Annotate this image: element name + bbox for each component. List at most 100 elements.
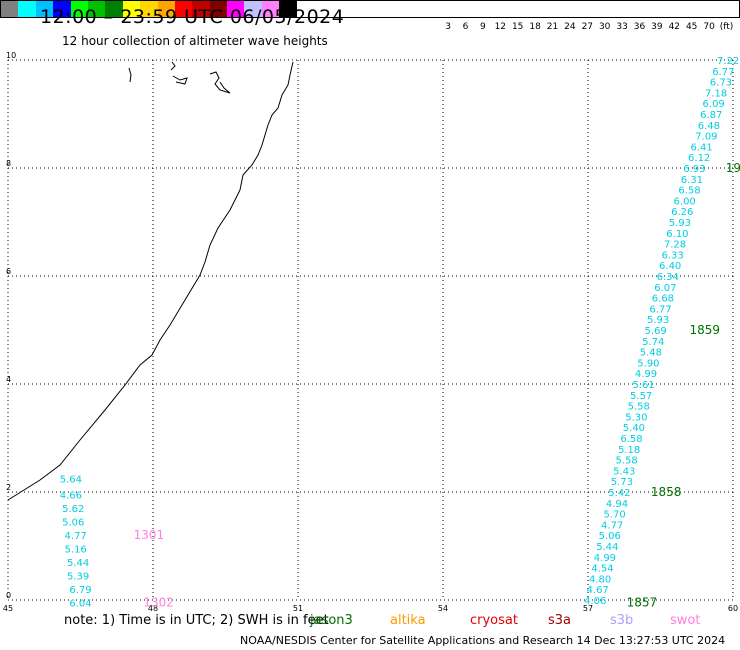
wave-height-value: 6.58 <box>678 186 700 197</box>
wave-height-value: 6.58 <box>620 434 642 445</box>
wave-height-value: 4.67 <box>587 585 609 596</box>
scale-swatch <box>261 1 280 17</box>
scale-label: 42 <box>668 22 681 32</box>
wave-height-value: 4.99 <box>594 553 616 564</box>
scale-label: 24 <box>564 22 576 32</box>
wave-height-value: 5.06 <box>62 518 84 529</box>
scale-swatch <box>122 1 141 17</box>
satellite-legend-item: s3a <box>548 613 572 628</box>
scale-swatch <box>209 1 228 17</box>
wave-height-value: 4.54 <box>591 564 613 575</box>
scale-swatch <box>227 1 245 17</box>
pass-time-label: 190 <box>726 161 740 175</box>
wave-height-value: 6.73 <box>710 78 732 89</box>
map-subtitle: 12 hour collection of altimeter wave hei… <box>62 34 328 48</box>
wave-height-value: 5.16 <box>65 545 87 556</box>
wave-height-value: 6.68 <box>652 294 674 305</box>
x-tick-label: 54 <box>438 604 448 613</box>
x-tick-label: 51 <box>293 604 303 613</box>
satellite-legend-item: s3b <box>610 613 634 628</box>
wave-height-value: 5.58 <box>628 402 650 413</box>
scale-label: 21 <box>546 22 559 32</box>
pass-time-label: 1301 <box>134 528 165 542</box>
wave-height-value: 5.57 <box>630 391 652 402</box>
scale-label: 36 <box>633 22 646 32</box>
pass-time-label: 1859 <box>690 323 721 337</box>
pass-time-label: 1302 <box>143 596 174 610</box>
satellite-legend-item: cryosat <box>470 613 518 628</box>
wave-height-value: 5.73 <box>611 477 633 488</box>
wave-height-value: 7.09 <box>695 132 717 143</box>
wave-height-value: 4.80 <box>589 574 611 585</box>
wave-height-value: 5.69 <box>645 326 667 337</box>
wave-height-value: 6.33 <box>661 250 683 261</box>
wave-height-value: 7.22 <box>717 56 739 67</box>
scale-label: 9 <box>480 22 486 32</box>
scale-swatch <box>70 1 88 17</box>
wave-height-value: 5.39 <box>67 572 89 583</box>
wave-height-value: 5.93 <box>669 218 691 229</box>
scale-label: 15 <box>511 22 524 32</box>
wave-height-value: 5.61 <box>632 380 654 391</box>
coastline <box>7 61 294 501</box>
wave-height-value: 6.07 <box>654 283 676 294</box>
wave-height-value: 5.93 <box>647 315 669 326</box>
satellite-legend-item: altika <box>390 613 426 628</box>
wave-height-value: 5.58 <box>616 456 638 467</box>
wave-height-value: 6.93 <box>683 164 705 175</box>
map-gridlines <box>7 59 734 601</box>
y-tick-label: 2 <box>6 483 11 492</box>
x-tick-label: 57 <box>583 604 593 613</box>
wave-height-value: 6.12 <box>688 153 710 164</box>
wave-height-value: 5.74 <box>642 337 664 348</box>
wave-height-value: 6.09 <box>703 99 725 110</box>
scale-swatch <box>53 1 71 17</box>
wave-height-value: 5.44 <box>67 558 89 569</box>
wave-height-value: 5.48 <box>640 348 662 359</box>
scale-swatch <box>244 1 262 17</box>
wave-height-value: 5.43 <box>613 466 635 477</box>
pass-time-labels: 190 1859 1858 1857 1301 1302 <box>134 161 740 610</box>
scale-swatch <box>174 1 193 17</box>
wave-height-value: 6.31 <box>681 175 703 186</box>
pass-time-label: 1858 <box>651 485 682 499</box>
scale-swatch <box>192 1 210 17</box>
wave-height-value: 4.66 <box>60 491 82 502</box>
wave-height-value: 6.41 <box>690 142 712 153</box>
satellite-legend-item: swot <box>670 613 701 628</box>
pass-time-label: 1857 <box>627 596 658 610</box>
wave-height-value: 6.04 <box>69 599 91 610</box>
altimeter-observations: 7.226.776.737.186.096.876.487.096.416.12… <box>60 56 740 610</box>
wave-height-value: 6.77 <box>649 304 671 315</box>
wave-height-value: 5.30 <box>625 412 647 423</box>
scale-label: 27 <box>581 22 594 32</box>
scale-swatch <box>87 1 106 17</box>
scale-swatch <box>157 1 175 17</box>
x-tick-label: 60 <box>728 604 738 613</box>
map-title: 12:00 – 23:59 UTC 06/05/2024 <box>40 6 345 28</box>
y-tick-label: 4 <box>6 375 11 384</box>
wave-height-value: 5.64 <box>60 475 82 486</box>
wave-height-value: 5.62 <box>62 504 84 515</box>
y-tick-label: 8 <box>6 159 11 168</box>
wave-height-value: 6.87 <box>700 110 722 121</box>
wave-height-value: 4.94 <box>606 499 628 510</box>
wave-height-value: 6.26 <box>671 207 693 218</box>
scale-label: 70 <box>703 22 715 32</box>
scale-label: 45 <box>685 22 698 32</box>
x-tick-label: 48 <box>148 604 158 613</box>
wave-height-value: 4.77 <box>601 520 623 531</box>
wave-height-value: 7.28 <box>664 240 686 251</box>
y-tick-label: 0 <box>6 591 11 600</box>
scale-swatch <box>35 1 54 17</box>
color-scale-legend <box>0 0 740 18</box>
scale-label: 12 <box>494 22 507 32</box>
wave-height-value: 6.79 <box>69 585 91 596</box>
scale-label: 30 <box>598 22 611 32</box>
scale-swatch <box>279 1 297 17</box>
scale-swatch <box>140 1 158 17</box>
scale-swatch <box>1 1 19 17</box>
wave-height-value: 7.18 <box>705 88 727 99</box>
scale-label: 3 <box>445 22 451 32</box>
